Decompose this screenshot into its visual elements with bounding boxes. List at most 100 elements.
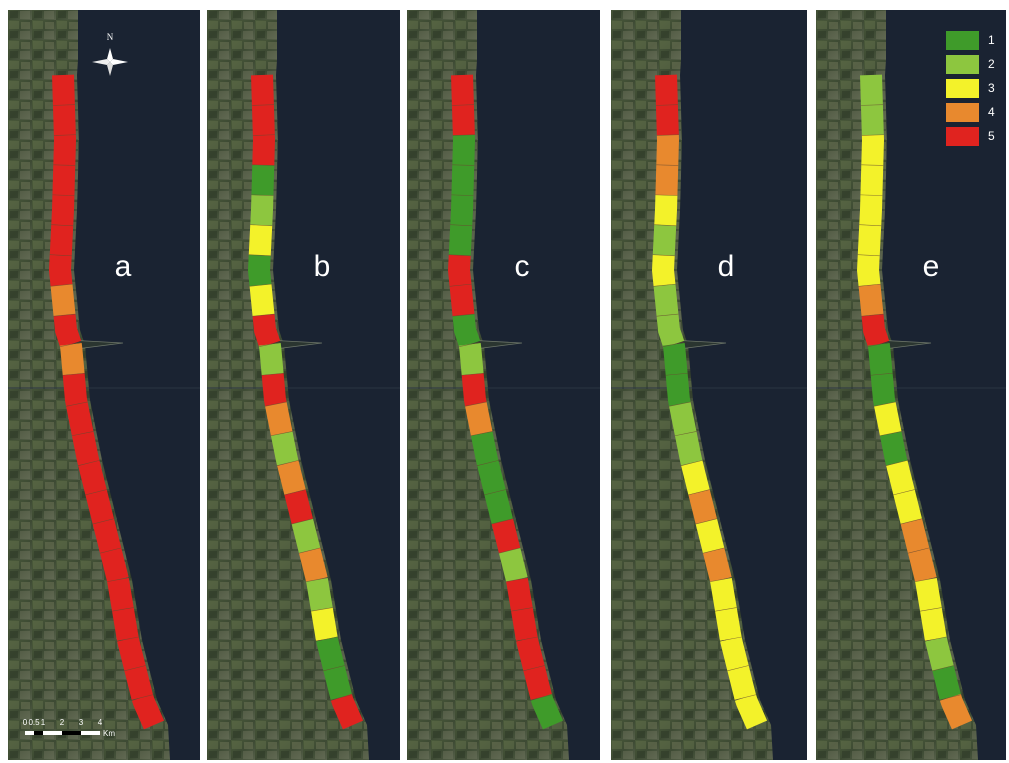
coast-segment — [882, 374, 885, 404]
coast-segment — [871, 165, 872, 195]
coast-segment — [885, 404, 891, 433]
scale-label: 1 — [41, 718, 46, 727]
coast-segment — [950, 697, 962, 725]
coast-segment — [936, 639, 943, 668]
coast-segment — [60, 255, 61, 285]
coast-segment — [63, 75, 64, 105]
coast-segment — [63, 165, 64, 195]
coast-segment — [264, 315, 270, 344]
coast-segment — [261, 195, 262, 225]
legend-label: 2 — [988, 57, 995, 71]
panel-label: a — [115, 250, 132, 283]
panel-label: e — [923, 250, 940, 283]
legend-swatch — [946, 31, 979, 50]
map-panel: b — [207, 10, 400, 760]
coast-segment — [904, 492, 911, 521]
coast-segment — [664, 225, 666, 255]
coast-segment — [74, 374, 77, 404]
panel-label: b — [314, 250, 331, 283]
coast-segment — [495, 492, 502, 521]
legend-label: 1 — [988, 33, 995, 47]
coast-segment — [869, 225, 871, 255]
coast-segment — [931, 609, 936, 639]
coast-segment — [699, 492, 706, 521]
coast-segment — [476, 404, 482, 433]
scale-bar-black — [62, 731, 81, 735]
coast-segment — [463, 135, 464, 165]
panel-content — [207, 10, 400, 760]
coast-segment — [714, 551, 721, 580]
coast-segment — [260, 225, 262, 255]
coast-segment — [517, 580, 522, 610]
coast-segment — [341, 697, 353, 725]
coast-segment — [262, 165, 263, 195]
coast-segment — [502, 521, 509, 550]
coast-segment — [61, 225, 63, 255]
coast-segment — [721, 580, 726, 610]
coast-segment — [62, 195, 63, 225]
coast-segment — [870, 195, 871, 225]
legend-swatch — [946, 127, 979, 146]
coast-segment — [665, 285, 668, 315]
coast-segment — [738, 668, 745, 697]
map-panel: e — [816, 10, 1006, 760]
coast-segment — [706, 521, 713, 550]
coast-segment — [891, 434, 897, 463]
map-panel: d — [611, 10, 807, 760]
coast-segment — [473, 374, 476, 404]
coast-segment — [103, 521, 110, 550]
coast-segment — [488, 463, 495, 492]
panel-content — [611, 10, 807, 760]
coast-segment — [461, 285, 464, 315]
coast-segment — [534, 668, 541, 697]
coast-segment — [142, 697, 154, 725]
panel-label: c — [515, 250, 530, 283]
coast-segment — [686, 434, 692, 463]
coast-segment — [317, 580, 322, 610]
coast-segment — [310, 551, 317, 580]
scale-label: 3 — [79, 718, 84, 727]
coast-segment — [897, 463, 904, 492]
coast-segment — [668, 315, 674, 344]
coast-segment — [667, 105, 668, 135]
legend-label: 3 — [988, 81, 995, 95]
coast-segment — [464, 315, 470, 344]
coast-segment — [263, 135, 264, 165]
coast-segment — [71, 344, 74, 374]
coast-segment — [680, 404, 686, 433]
coast-segment — [527, 639, 534, 668]
coast-segment — [510, 551, 517, 580]
scale-label: 0 — [23, 718, 28, 727]
coast-segment — [461, 195, 462, 225]
coast-segment — [872, 135, 873, 165]
coast-segment — [302, 521, 309, 550]
coast-segment — [263, 105, 264, 135]
coast-segment — [270, 344, 273, 374]
coast-segment — [282, 434, 288, 463]
legend-label: 5 — [988, 129, 995, 143]
scale-label: 4 — [98, 718, 103, 727]
coast-segment — [89, 463, 96, 492]
coast-segment — [135, 668, 142, 697]
north-label: N — [107, 32, 114, 42]
scale-bar-black — [34, 731, 43, 735]
coast-segment — [334, 668, 341, 697]
panel-content — [8, 10, 200, 760]
scale-unit: Km — [103, 729, 115, 738]
panels: a b c d e — [8, 10, 1006, 760]
coast-segment — [666, 165, 667, 195]
coast-segment — [276, 404, 282, 433]
coast-segment — [667, 135, 668, 165]
coast-segment — [674, 344, 677, 374]
panel-content — [407, 10, 600, 760]
panel-label: d — [718, 250, 735, 283]
coast-segment — [470, 344, 473, 374]
coast-segment — [731, 639, 738, 668]
coast-segment — [262, 75, 263, 105]
coast-segment — [460, 225, 462, 255]
coast-segment — [65, 315, 71, 344]
coast-segment — [692, 463, 699, 492]
coast-segment — [459, 255, 460, 285]
figure: abcde N 00.51234Km 12345 — [0, 0, 1009, 763]
coast-segment — [322, 609, 327, 639]
